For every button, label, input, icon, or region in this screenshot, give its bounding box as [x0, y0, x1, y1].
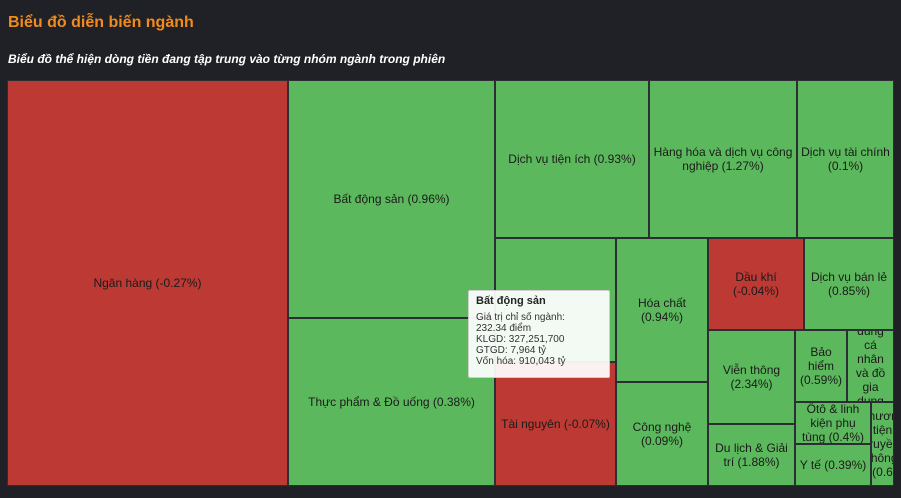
- treemap-cell-label: Y tế (0.39%): [799, 458, 867, 472]
- treemap-cell[interactable]: Tài nguyên (-0.07%): [495, 362, 616, 486]
- treemap-cell[interactable]: Dịch vụ tài chính (0.1%): [797, 80, 894, 238]
- treemap-cell[interactable]: Y tế (0.39%): [795, 444, 871, 486]
- treemap-cell[interactable]: Dầu khí (-0.04%): [708, 238, 804, 330]
- chart-title: Biểu đồ diễn biến ngành: [8, 14, 194, 31]
- treemap-cell[interactable]: Dịch vụ tiện ích (0.93%): [495, 80, 649, 238]
- tooltip-index-label: Giá trị chỉ số ngành:: [476, 312, 565, 323]
- treemap-cell-label: Hàng hóa và dịch vụ công nghiệp (1.27%): [653, 145, 793, 173]
- treemap-cell-label: Dịch vụ tiện ích (0.93%): [508, 152, 636, 166]
- treemap-cell[interactable]: Thực phẩm & Đồ uống (0.38%): [288, 318, 495, 486]
- treemap-cell-label: Tài nguyên (-0.07%): [501, 417, 610, 431]
- treemap-cell-label: Bất động sản (0.96%): [333, 192, 450, 206]
- treemap-cell-label: Công nghệ (0.09%): [632, 420, 692, 448]
- treemap-cell-label: Bảo hiểm (0.59%): [799, 345, 843, 387]
- treemap-cell-label: Hóa chất (0.94%): [637, 296, 687, 324]
- treemap-cell-label: Ôtô & linh kiện phụ tùng (0.4%): [801, 402, 865, 444]
- treemap-cell-label: Dịch vụ bán lẻ (0.85%): [810, 270, 888, 298]
- chart-subtitle: Biểu đồ thể hiện dòng tiền đang tập trun…: [8, 52, 446, 66]
- treemap-cell[interactable]: Viễn thông (2.34%): [708, 330, 795, 424]
- treemap-cell-label: Dịch vụ tài chính (0.1%): [801, 145, 890, 173]
- treemap-cell[interactable]: Bảo hiểm (0.59%): [795, 330, 847, 402]
- treemap-cell[interactable]: Dịch vụ bán lẻ (0.85%): [804, 238, 894, 330]
- treemap-cell[interactable]: Ngân hàng (-0.27%): [7, 80, 288, 486]
- treemap-cell-label: Đồ dùng cá nhân và đồ gia dụng (0.58%): [855, 330, 886, 402]
- treemap-cell-label: Phương tiện truyền thông (0.6: [871, 409, 893, 479]
- treemap-cell-label: Thực phẩm & Đồ uống (0.38%): [308, 395, 475, 409]
- treemap-cell-label: Ngân hàng (-0.27%): [93, 276, 202, 290]
- treemap-chart: Ngân hàng (-0.27%) Bất động sản (0.96%) Th…: [7, 80, 894, 486]
- tooltip-title: Bất động sản: [476, 295, 546, 307]
- treemap-cell-label: Du lịch & Giải trí (1.88%): [715, 441, 788, 469]
- treemap-cell[interactable]: Hóa chất (0.94%): [616, 238, 708, 382]
- treemap-cell-label: Viễn thông (2.34%): [722, 363, 781, 391]
- treemap-cell[interactable]: Hàng hóa và dịch vụ công nghiệp (1.27%): [649, 80, 797, 238]
- treemap-cell[interactable]: Bất động sản (0.96%): [288, 80, 495, 318]
- treemap-cell[interactable]: Đồ dùng cá nhân và đồ gia dụng (0.58%): [847, 330, 894, 402]
- treemap-cell[interactable]: Du lịch & Giải trí (1.88%): [708, 424, 795, 486]
- treemap-cell[interactable]: Phương tiện truyền thông (0.6: [871, 402, 894, 486]
- tooltip-gtgd: GTGD: 7,964 tỷ: [476, 345, 547, 356]
- tooltip-klgd: KLGD: 327,251,700: [476, 334, 565, 345]
- treemap-cell[interactable]: Công nghệ (0.09%): [616, 382, 708, 486]
- tooltip-index-value: 232.34 điểm: [476, 323, 532, 334]
- treemap-cell[interactable]: Ôtô & linh kiện phụ tùng (0.4%): [795, 402, 871, 444]
- tooltip-vonhoa: Vốn hóa: 910,043 tỷ: [476, 356, 566, 367]
- treemap-cell-label: Dầu khí (-0.04%): [732, 270, 779, 298]
- tooltip: Bất động sản Giá trị chỉ số ngành: 232.3…: [468, 290, 610, 378]
